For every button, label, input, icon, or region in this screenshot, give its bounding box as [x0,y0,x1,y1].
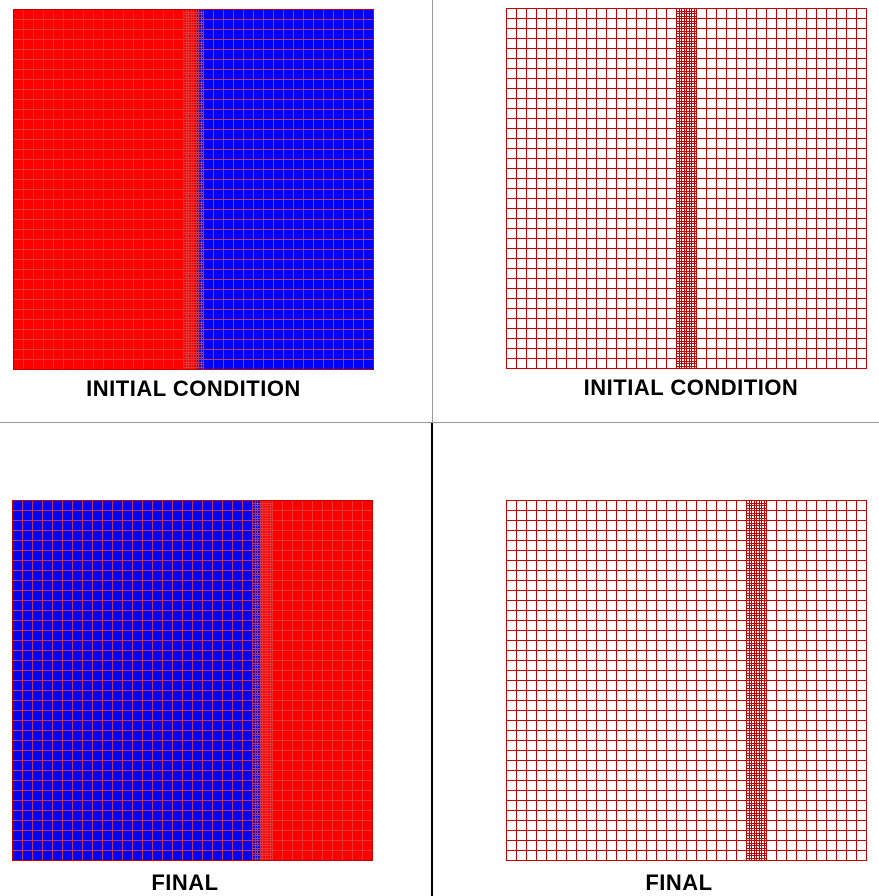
initial-mesh-plot [506,8,867,369]
horizontal-divider [0,422,879,423]
final-volume-fraction-plot [12,500,373,861]
mesh-grid [13,9,374,370]
panel-border [12,500,373,861]
initial-condition-caption-left: INITIAL CONDITION [86,376,301,401]
panel-border [506,500,867,861]
vertical-divider-bottom [431,423,433,896]
vertical-divider-top [432,0,433,422]
panel-border [13,9,374,370]
final-caption-right: FINAL [645,870,713,895]
final-mesh-plot [506,500,867,861]
initial-volume-fraction-plot [13,9,374,370]
panel-border [506,8,867,369]
initial-condition-caption-right: INITIAL CONDITION [583,375,799,400]
final-caption-left: FINAL [151,870,219,895]
